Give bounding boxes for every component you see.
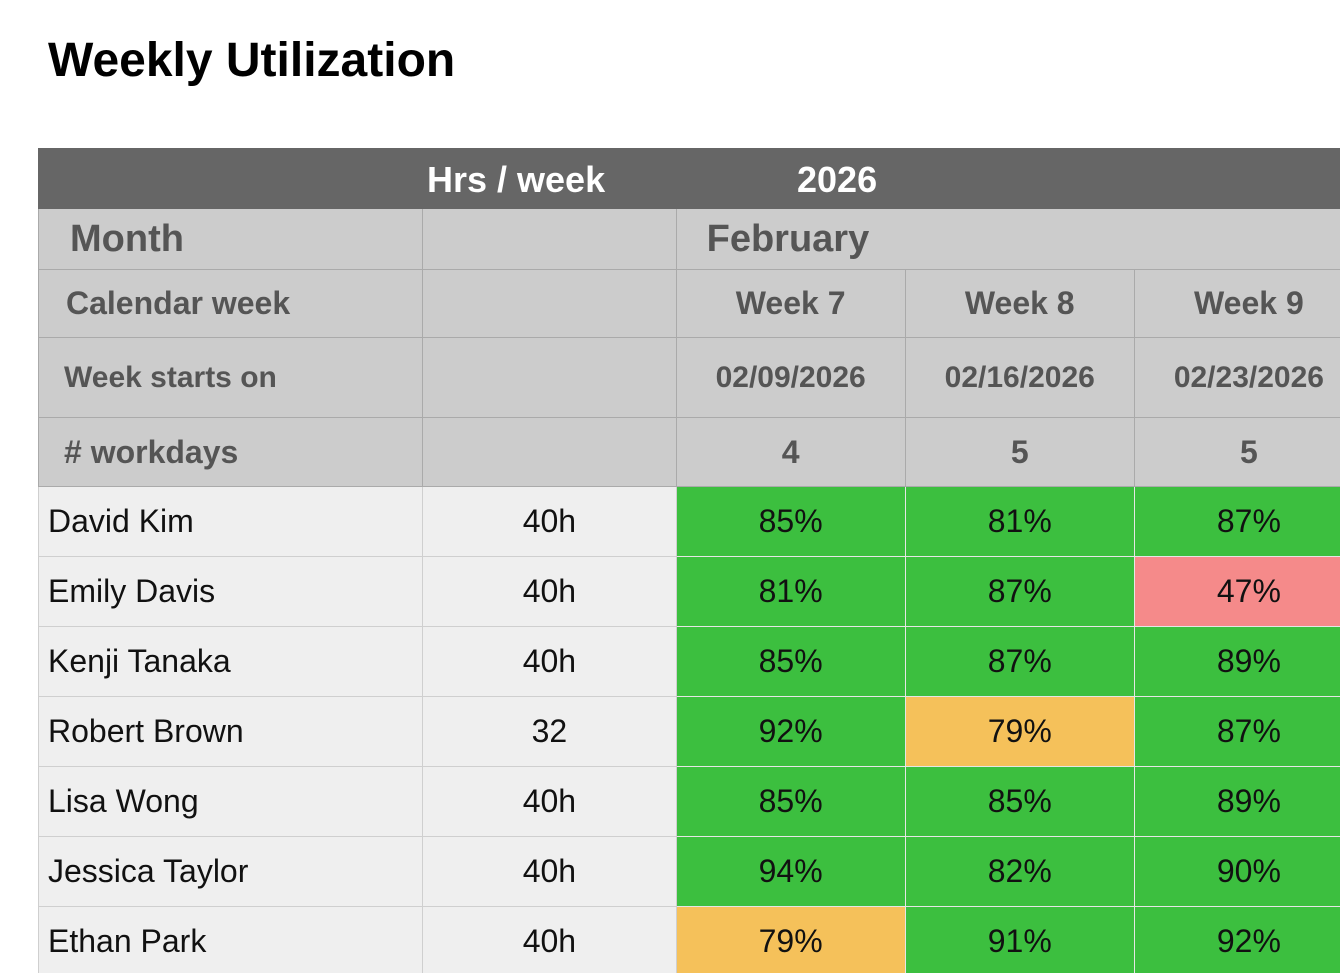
employee-row: Lisa Wong 40h 85% 85% 89% [38,766,1340,837]
week-start-date-cell[interactable]: 02/09/2026 [675,337,906,418]
workdays-row: # workdays 4 5 5 [38,417,1340,487]
week-name-cell[interactable]: Week 9 [1133,269,1340,338]
utilization-table: Hrs / week 2026 Month February Calendar … [38,148,1340,973]
workdays-count-cell[interactable]: 5 [904,417,1135,487]
employee-name-cell[interactable]: Jessica Taylor [38,836,424,907]
workdays-count-cell[interactable]: 4 [675,417,906,487]
employee-name-cell[interactable]: Lisa Wong [38,766,424,837]
utilization-cell[interactable]: 94% [675,836,906,907]
month-value-cell[interactable]: February [675,208,1340,270]
week-name-cell[interactable]: Week 7 [675,269,906,338]
hours-cell[interactable]: 32 [422,696,677,767]
utilization-cell[interactable]: 79% [675,906,906,973]
hours-cell[interactable]: 40h [422,486,677,557]
utilization-cell[interactable]: 87% [904,556,1135,627]
hours-cell[interactable]: 40h [422,556,677,627]
page-title: Weekly Utilization [48,34,456,87]
employee-row: Robert Brown 32 92% 79% 87% [38,696,1340,767]
utilization-cell[interactable]: 87% [904,626,1135,697]
utilization-cell[interactable]: 85% [675,486,906,557]
employee-name-cell[interactable]: Emily Davis [38,556,424,627]
hours-cell[interactable]: 40h [422,766,677,837]
utilization-cell[interactable]: 81% [904,486,1135,557]
hours-cell[interactable]: 40h [422,836,677,907]
employee-name-cell[interactable]: Robert Brown [38,696,424,767]
employee-row: David Kim 40h 85% 81% 87% [38,486,1340,557]
utilization-grid: Hrs / week 2026 Month February Calendar … [38,148,1340,973]
hours-cell[interactable]: 40h [422,906,677,973]
month-hrs-cell[interactable] [422,208,677,270]
utilization-cell[interactable]: 85% [675,626,906,697]
utilization-cell[interactable]: 89% [1133,626,1340,697]
workdays-label-cell[interactable]: # workdays [38,417,424,487]
utilization-cell[interactable]: 90% [1133,836,1340,907]
workdays-hrs-cell[interactable] [422,417,677,487]
employee-row: Emily Davis 40h 81% 87% 47% [38,556,1340,627]
month-row: Month February [38,208,1340,270]
calendar-week-hrs-cell[interactable] [422,269,677,338]
year-header-row: Hrs / week 2026 [38,148,1340,209]
week-start-date-cell[interactable]: 02/23/2026 [1133,337,1340,418]
utilization-cell[interactable]: 87% [1133,696,1340,767]
month-label-cell[interactable]: Month [38,208,424,270]
employee-row: Jessica Taylor 40h 94% 82% 90% [38,836,1340,907]
week-starts-label-cell[interactable]: Week starts on [38,337,424,418]
utilization-cell[interactable]: 89% [1133,766,1340,837]
year-label: 2026 [797,159,878,200]
utilization-cell[interactable]: 87% [1133,486,1340,557]
utilization-cell[interactable]: 92% [675,696,906,767]
workdays-count-cell[interactable]: 5 [1133,417,1340,487]
calendar-week-row: Calendar week Week 7 Week 8 Week 9 [38,269,1340,338]
employee-row: Kenji Tanaka 40h 85% 87% 89% [38,626,1340,697]
utilization-cell[interactable]: 85% [904,766,1135,837]
year-header-cell[interactable]: Hrs / week 2026 [38,148,1340,209]
employee-row: Ethan Park 40h 79% 91% 92% [38,906,1340,973]
utilization-cell[interactable]: 81% [675,556,906,627]
hours-cell[interactable]: 40h [422,626,677,697]
utilization-cell[interactable]: 79% [904,696,1135,767]
employee-name-cell[interactable]: David Kim [38,486,424,557]
hrs-per-week-header: Hrs / week [427,159,606,200]
utilization-cell[interactable]: 91% [904,906,1135,973]
utilization-cell[interactable]: 82% [904,836,1135,907]
calendar-week-label-cell[interactable]: Calendar week [38,269,424,338]
employee-name-cell[interactable]: Ethan Park [38,906,424,973]
week-name-cell[interactable]: Week 8 [904,269,1135,338]
utilization-cell[interactable]: 92% [1133,906,1340,973]
week-start-date-cell[interactable]: 02/16/2026 [904,337,1135,418]
week-starts-hrs-cell[interactable] [422,337,677,418]
week-starts-row: Week starts on 02/09/2026 02/16/2026 02/… [38,337,1340,418]
employee-name-cell[interactable]: Kenji Tanaka [38,626,424,697]
utilization-cell[interactable]: 47% [1133,556,1340,627]
utilization-cell[interactable]: 85% [675,766,906,837]
